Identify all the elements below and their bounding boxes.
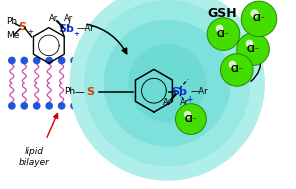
Text: Ar: Ar [49, 14, 59, 23]
Text: Ph: Ph [64, 87, 75, 96]
Text: Sb: Sb [58, 24, 74, 34]
Circle shape [145, 102, 153, 110]
Circle shape [128, 44, 206, 122]
Circle shape [20, 57, 28, 64]
Circle shape [220, 57, 227, 64]
Circle shape [58, 57, 65, 64]
Text: Ar: Ar [64, 14, 73, 23]
Circle shape [207, 57, 215, 64]
Circle shape [104, 20, 231, 147]
Circle shape [133, 57, 140, 64]
Circle shape [120, 102, 128, 110]
Circle shape [207, 18, 240, 50]
Circle shape [195, 57, 202, 64]
Text: Cl⁻: Cl⁻ [184, 115, 197, 124]
Circle shape [220, 102, 227, 110]
Text: Cl⁻: Cl⁻ [230, 65, 243, 74]
Text: Me: Me [6, 31, 19, 40]
Text: S: S [86, 87, 94, 97]
Circle shape [95, 57, 103, 64]
Text: lipid
bilayer: lipid bilayer [19, 147, 49, 167]
Text: —Ar: —Ar [191, 87, 209, 96]
Text: Cl⁻: Cl⁻ [252, 14, 266, 23]
Circle shape [207, 102, 215, 110]
Circle shape [145, 57, 153, 64]
Circle shape [33, 102, 41, 110]
Circle shape [195, 102, 202, 110]
Circle shape [20, 102, 28, 110]
Text: —: — [74, 87, 84, 97]
Text: +: + [73, 31, 79, 37]
FancyArrowPatch shape [251, 57, 263, 81]
Circle shape [58, 102, 65, 110]
Text: Ph: Ph [6, 17, 17, 26]
Circle shape [182, 57, 190, 64]
Circle shape [107, 57, 115, 64]
FancyArrowPatch shape [87, 24, 127, 54]
Circle shape [45, 57, 53, 64]
Text: Ar: Ar [180, 98, 190, 107]
Circle shape [157, 102, 165, 110]
Text: Ar: Ar [163, 98, 172, 107]
Circle shape [241, 1, 277, 37]
Text: —Ar: —Ar [76, 24, 94, 33]
Circle shape [70, 102, 78, 110]
Text: GSH: GSH [207, 7, 237, 20]
Circle shape [83, 102, 90, 110]
Text: +: + [27, 29, 33, 35]
Circle shape [8, 57, 16, 64]
Circle shape [83, 57, 90, 64]
Circle shape [84, 0, 250, 166]
Circle shape [8, 102, 16, 110]
Circle shape [237, 33, 269, 65]
FancyArrowPatch shape [47, 114, 58, 137]
Text: Cl⁻: Cl⁻ [247, 45, 260, 54]
Circle shape [70, 0, 265, 181]
Circle shape [176, 104, 206, 134]
Circle shape [33, 57, 41, 64]
Text: +: + [186, 94, 193, 104]
Circle shape [221, 54, 253, 86]
Circle shape [157, 57, 165, 64]
Circle shape [120, 57, 128, 64]
Text: S: S [18, 22, 26, 32]
Circle shape [182, 102, 190, 110]
Circle shape [170, 102, 178, 110]
Circle shape [95, 102, 103, 110]
Circle shape [70, 57, 78, 64]
Text: Sb: Sb [171, 87, 187, 97]
Circle shape [133, 102, 140, 110]
Circle shape [45, 102, 53, 110]
Circle shape [170, 57, 178, 64]
Circle shape [107, 102, 115, 110]
Text: Cl⁻: Cl⁻ [217, 29, 230, 39]
